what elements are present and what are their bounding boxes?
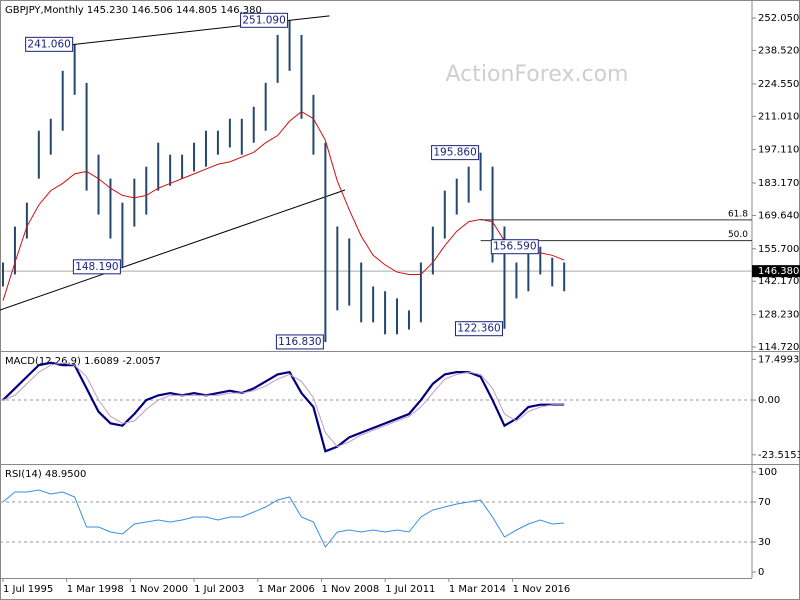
y-tick-label: 17.4993 <box>758 354 799 365</box>
y-tick-label: 224.550 <box>758 79 799 90</box>
y-tick-label: 114.720 <box>758 342 799 353</box>
y-tick-label: 183.170 <box>758 178 799 189</box>
annotation-label: 156.590 <box>493 241 536 253</box>
y-tick-label: -23.5153 <box>758 450 800 461</box>
x-tick-label: 1 Jul 1995 <box>3 584 53 595</box>
y-tick-label: 211.010 <box>758 111 799 122</box>
y-tick-label: 155.700 <box>758 244 799 255</box>
x-tick-label: 1 Jul 2003 <box>194 584 244 595</box>
y-tick-label: 238.520 <box>758 45 799 56</box>
trendline <box>0 189 346 311</box>
y-tick-label: 252.050 <box>758 13 799 24</box>
annotation-box <box>454 321 503 337</box>
x-tick-label: 1 Mar 1998 <box>67 584 124 595</box>
y-tick-label: 169.640 <box>758 210 799 221</box>
y-tick-label: 0 <box>758 567 764 578</box>
panel-title: MACD(12,26,9) 1.6089 -2.0057 <box>5 356 161 367</box>
indicator-line <box>2 362 565 448</box>
annotation-label: 241.060 <box>27 38 70 50</box>
annotation-box <box>25 36 74 52</box>
x-tick-label: 1 Nov 2008 <box>322 584 380 595</box>
annotation-box <box>431 145 480 161</box>
watermark: ActionForex.com <box>446 62 629 87</box>
panel-title: RSI(14) 48.9500 <box>5 469 86 480</box>
moving-average <box>2 110 565 301</box>
chart-header: GBPJPY,Monthly 145.230 146.506 144.805 1… <box>5 5 262 16</box>
y-tick-label: 70 <box>758 497 771 508</box>
y-tick-label: 128.230 <box>758 310 799 321</box>
annotation-label: 148.190 <box>75 261 118 273</box>
annotation-label: 122.360 <box>457 323 500 335</box>
annotation-label: 251.090 <box>242 14 285 26</box>
annotation-box <box>72 259 121 275</box>
y-tick-label: 100 <box>758 467 777 478</box>
annotation-box <box>490 239 539 255</box>
x-tick-label: 1 Mar 2006 <box>258 584 315 595</box>
annotation-box <box>240 12 289 28</box>
x-tick-label: 1 Nov 2016 <box>513 584 571 595</box>
last-price-label: 146.380 <box>758 266 799 277</box>
fib-label: 50.0 <box>728 230 748 240</box>
y-tick-label: 142.170 <box>758 276 799 287</box>
annotation-box <box>275 334 324 350</box>
x-tick-label: 1 Jul 2011 <box>385 584 435 595</box>
annotation-label: 116.830 <box>278 336 321 348</box>
fib-label: 61.8 <box>728 209 748 219</box>
y-tick-label: 0.00 <box>758 395 780 406</box>
indicator-line <box>2 489 565 548</box>
y-tick-label: 30 <box>758 537 771 548</box>
last-price-box <box>752 265 800 278</box>
x-tick-label: 1 Nov 2000 <box>130 584 188 595</box>
y-tick-label: 197.110 <box>758 145 799 156</box>
x-tick-label: 1 Mar 2014 <box>449 584 506 595</box>
annotation-label: 195.860 <box>433 147 476 159</box>
